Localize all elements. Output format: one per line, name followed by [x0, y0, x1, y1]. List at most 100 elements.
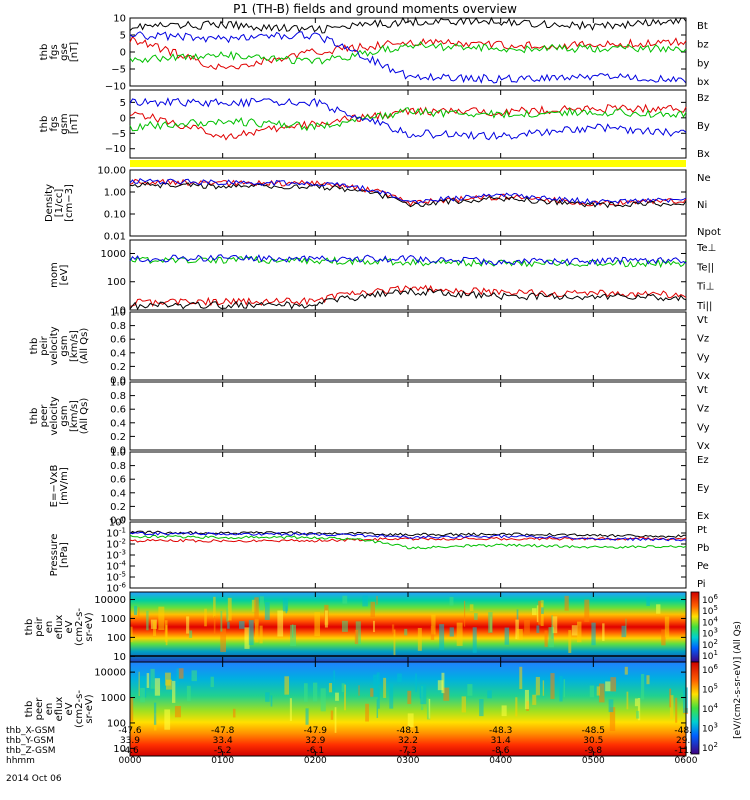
legend-Npot: Npot	[697, 227, 721, 238]
figure-title: P1 (TH-B) fields and ground moments over…	[233, 2, 517, 16]
heatmap-streak	[213, 615, 216, 635]
x-tick-label-x: -47.6	[118, 726, 142, 736]
panel-peir_velocity: 1.0 0.8 0.6 0.4 0.2 0.0 thb peir velocity gsm [km/…	[29, 308, 710, 387]
y-tick-label: 0.4	[110, 348, 126, 359]
colorbar-tick-label: 102	[702, 741, 718, 754]
heatmap-streak	[608, 699, 614, 713]
heatmap-streak	[474, 613, 478, 620]
x-tick-label-x: -48.5	[582, 726, 605, 736]
heatmap-streak	[584, 599, 590, 622]
heatmap-streak	[130, 626, 133, 642]
heatmap-streak	[393, 629, 396, 656]
legend-Bx: Bx	[697, 149, 710, 160]
y-axis-label: [cm−3]	[64, 184, 75, 222]
y-tick-label: −10	[105, 144, 126, 155]
axis-frame	[129, 89, 687, 159]
y-axis-label: peer	[39, 404, 50, 428]
y-axis-label: [km/s]	[69, 400, 80, 432]
y-tick-label: 0.01	[104, 232, 126, 243]
heatmap-streak	[515, 697, 518, 717]
y-tick-label: 0.2	[110, 432, 126, 443]
heatmap-streak	[420, 684, 427, 705]
x-tick-label-x: -48.6	[674, 726, 698, 736]
y-axis-label: en	[44, 703, 55, 716]
heatmap-streak	[488, 612, 493, 633]
y-axis-label: mom	[49, 262, 60, 288]
heatmap-streak	[669, 688, 672, 708]
heatmap-streak	[626, 691, 629, 710]
heatmap-streak	[656, 604, 661, 614]
heatmap-streak	[158, 606, 165, 631]
y-tick-label: 0.6	[110, 405, 126, 416]
axis-frame	[129, 521, 687, 589]
heatmap-streak	[479, 699, 484, 717]
heatmap-streak	[355, 621, 361, 645]
x-tick-label-y: 31.4	[491, 736, 511, 746]
heatmap-streak	[602, 623, 605, 641]
heatmap-streak	[443, 687, 450, 701]
y-axis-label: gsm	[59, 113, 70, 134]
x-tick-label-z: -8.6	[492, 746, 510, 756]
colorbar-tick-label: 106	[702, 593, 718, 606]
colorbar-tick-label: 103	[702, 627, 718, 640]
heatmap-streak	[153, 621, 157, 636]
series-line-Bx	[129, 97, 687, 141]
heatmap-streak	[174, 705, 181, 718]
heatmap-streak	[140, 687, 145, 703]
series-line-Npot	[129, 177, 687, 206]
legend-Ey: Ey	[697, 483, 709, 494]
heatmap-streak	[636, 710, 640, 719]
heatmap-streak	[341, 683, 345, 693]
heatmap-streak	[226, 607, 229, 622]
y-tick-label: 10000	[94, 668, 126, 679]
y-axis-label: E=−VxB	[49, 465, 60, 508]
heatmap-streak	[285, 606, 288, 614]
panel-density: 10.00 1.00 0.10 0.01 Density [1/cc] [cm−3] Ne Ni…	[44, 166, 721, 243]
heatmap-streak	[501, 705, 507, 717]
legend-Pt: Pt	[697, 525, 707, 536]
heatmap-streak	[165, 672, 171, 686]
heatmap-streak	[344, 684, 347, 711]
heatmap-streak	[646, 597, 650, 606]
heatmap-streak	[342, 595, 348, 604]
y-tick-label: 10000	[94, 595, 126, 606]
colorbar-tick-label: 101	[702, 649, 718, 662]
heatmap-streak	[467, 684, 473, 696]
y-tick-label: 0	[120, 113, 126, 124]
heatmap-streak	[536, 605, 539, 623]
series-line-Ti||	[129, 254, 687, 266]
heatmap-streak	[373, 674, 379, 697]
y-axis-label: eflux	[54, 615, 65, 640]
legend-Vz: Vz	[697, 404, 709, 415]
heatmap-streak	[417, 627, 422, 651]
x-tick-label-t: 0600	[675, 756, 698, 766]
x-tick-label-t: 0400	[489, 756, 512, 766]
heatmap-streak	[441, 672, 445, 694]
heatmap-streak	[376, 699, 379, 718]
legend-Ti||: Ti||	[696, 301, 712, 312]
x-tick-label-t: 0000	[119, 756, 142, 766]
y-tick-label: 10.00	[97, 166, 126, 177]
heatmap-streak	[373, 620, 375, 633]
y-axis-label: [1/cc]	[54, 189, 65, 218]
heatmap-streak	[313, 682, 318, 702]
y-tick-label: 0.8	[110, 321, 126, 332]
heatmap-streak	[138, 671, 140, 696]
legend-bz: bz	[697, 40, 709, 51]
heatmap-streak	[551, 624, 554, 639]
heatmap-streak	[186, 616, 190, 634]
heatmap-streak	[134, 605, 138, 615]
heatmap-streak	[264, 602, 270, 620]
heatmap-streak	[172, 680, 176, 703]
legend-By: By	[697, 121, 710, 132]
legend-Ti⊥: Ti⊥	[696, 282, 714, 293]
colorbar-tick-label: 102	[702, 638, 718, 651]
y-tick-label: 5	[120, 98, 126, 109]
x-tick-label-z: -11.0	[674, 746, 698, 756]
colorbar-tick-label: 106	[702, 663, 718, 676]
legend-Vy: Vy	[697, 352, 710, 363]
heatmap-streak	[536, 625, 540, 633]
heatmap-streak	[328, 683, 333, 693]
heatmap-streak	[254, 597, 259, 624]
